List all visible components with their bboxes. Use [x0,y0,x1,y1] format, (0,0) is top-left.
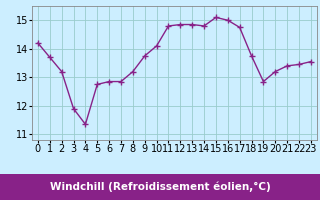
Text: Windchill (Refroidissement éolien,°C): Windchill (Refroidissement éolien,°C) [50,182,270,192]
